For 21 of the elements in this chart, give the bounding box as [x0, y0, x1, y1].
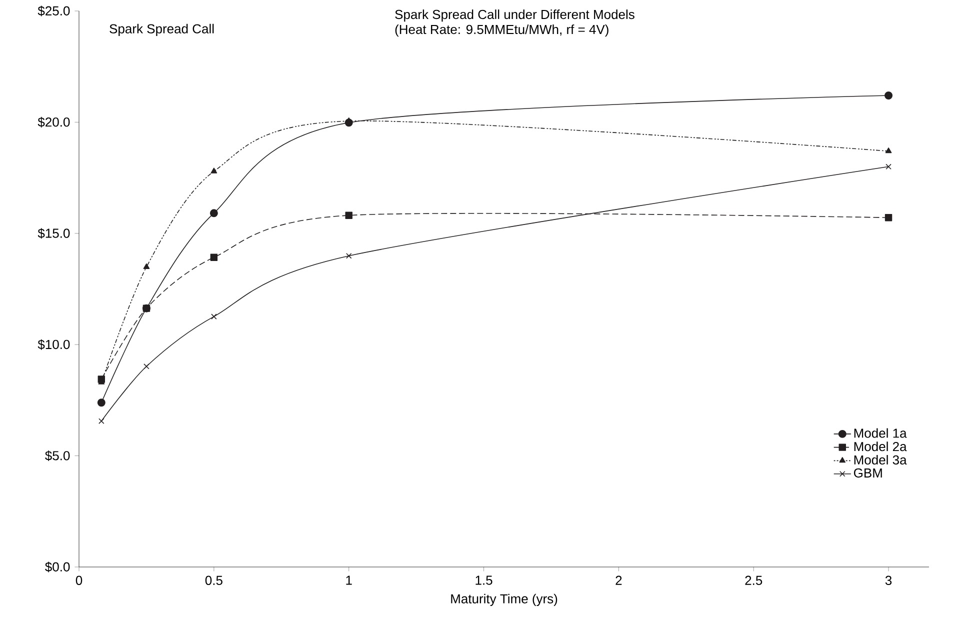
x-tick-label: 1 — [346, 576, 352, 585]
y-tick-label: $5.0 — [45, 450, 70, 462]
x-tick-label: 2.5 — [745, 576, 762, 585]
x-tick-label: 1.5 — [476, 576, 492, 585]
x-axis-title: Maturity Time (yrs) — [451, 594, 558, 606]
y-tick-label: $25.0 — [38, 6, 70, 16]
x-tick-label: 2 — [616, 576, 622, 585]
annotation: Spark Spread Call — [110, 24, 214, 36]
y-tick-label: $20.0 — [38, 116, 70, 128]
x-tick-label: 3 — [885, 576, 892, 585]
legend-label: Model 2a — [854, 442, 907, 452]
x-tick-label: 0 — [76, 576, 82, 585]
x-tick-label: 0.5 — [205, 576, 222, 585]
y-tick-label: $0.0 — [45, 562, 70, 572]
legend-label: GBM — [854, 468, 882, 478]
chart-title: Spark Spread Call under Different Models — [395, 10, 634, 22]
text: (Heat Rate: 9.5MMEtu/MWh, rf = 4V) — [395, 24, 608, 37]
legend-label: Model 1a — [854, 428, 907, 438]
y-tick-label: $15.0 — [38, 228, 70, 239]
legend-label: Model 3a — [854, 454, 907, 465]
y-tick-label: $10.0 — [38, 339, 70, 350]
